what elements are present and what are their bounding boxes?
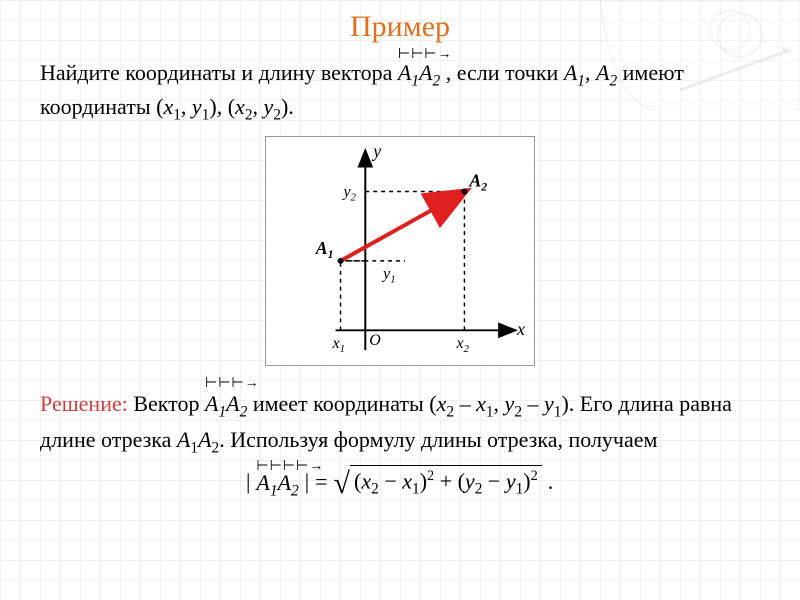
sqrt-icon: √ [334,469,350,499]
sqrt-body: (x2 − x1)2 + (y2 − y1)2 [350,465,542,499]
problem-text-1: Найдите координаты и длину вектора [40,60,398,85]
point-a1: A1 [564,60,585,85]
x-axis-label: x [516,319,525,339]
problem-text-2: , если точки [446,60,564,85]
point-a1-dot [338,258,344,264]
problem-statement: Найдите координаты и длину вектора ⊢⊢⊢→ … [40,52,760,126]
a1-label: A1 [315,238,334,261]
length-formula: | ⊢⊢⊢⊢→ A1A2 | = √ (x2 − x1)2 + (y2 − y1… [40,464,760,500]
vector-diagram: y x O A1 A2 x1 x2 y2 y1 [265,136,535,366]
solution-text: Решение: Вектор ⊢⊢⊢→ A1A2 имеет координа… [40,381,760,460]
point-a2-dot [461,188,467,194]
vector-arrow [341,193,462,260]
bar-open: | [246,469,250,495]
formula-vector: ⊢⊢⊢⊢→ A1A2 [256,464,298,500]
y2-tick: y2 [341,183,356,203]
point-a2: A2 [596,60,617,85]
solution-vector: ⊢⊢⊢→ A1A2 [205,381,247,424]
x1-tick: x1 [332,335,346,355]
origin-label: O [369,332,381,349]
y-axis-label: y [371,141,381,161]
formula-dot: . [548,469,554,495]
solution-label: Решение: [40,391,128,416]
square-root: √ (x2 − x1)2 + (y2 − y1)2 [334,465,542,499]
vector-a1a2: ⊢⊢⊢→ A1A2 [398,52,440,92]
vector-arrow-icon: ⊢⊢⊢→ [398,48,440,62]
vector-arrow-icon-3: ⊢⊢⊢⊢→ [256,460,298,474]
x2-tick: x2 [456,335,470,355]
page-title: Пример [40,10,760,44]
vector-arrow-icon-2: ⊢⊢⊢→ [205,377,247,391]
y1-tick: y1 [381,266,396,286]
a2-label: A2 [468,170,487,193]
